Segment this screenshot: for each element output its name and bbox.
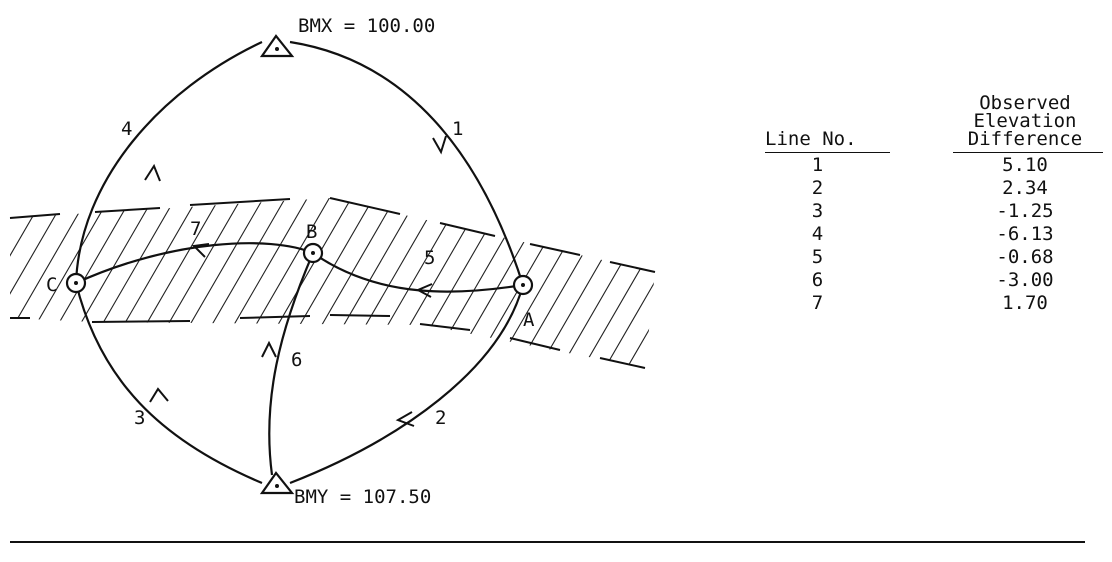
table-cell-elevation-difference: 5.10 [1002,154,1048,176]
hatch-stroke [399,198,511,368]
line-6-path [268,252,315,476]
header-elevation: Elevation [973,110,1077,132]
table-cell-elevation-difference: -1.25 [996,200,1054,222]
hatch-stroke [69,198,181,368]
hatch-stroke [377,198,489,368]
table-cell-line-no: 5 [811,246,824,268]
hatch-stroke [597,198,655,368]
arrow-line-5 [415,283,433,298]
hatch-stroke [487,198,599,368]
hatch-stroke [553,198,655,368]
line-7-path [75,242,314,285]
hatch-stroke [443,198,555,368]
bmx-benchmark [259,34,295,58]
arrow-line-4 [144,163,161,182]
hatch-stroke [157,198,269,368]
station-c-label: C [46,274,57,296]
hatch-stroke [267,198,379,368]
hatch-stroke [355,198,467,368]
table-cell-elevation-difference: 2.34 [1002,177,1048,199]
line-6-label: 6 [291,349,302,371]
station-c [65,272,87,294]
line-3-path [74,282,263,485]
line-2-path [289,284,525,485]
header-line-no: Line No. [765,128,857,150]
hatch-stroke [91,198,203,368]
line-7-label: 7 [190,218,201,240]
bmx-label: BMX = 100.00 [298,15,435,37]
arrow-line-2 [395,411,415,427]
arrow-line-1 [432,135,447,155]
line-4-path [74,41,263,284]
hatch-stroke [641,198,655,368]
arrow-line-7 [191,243,210,258]
hatch-stroke [575,198,655,368]
arrow-line-3 [149,387,169,403]
hatch-stroke [10,198,115,368]
station-b-label: B [306,221,317,243]
table-cell-elevation-difference: -0.68 [996,246,1054,268]
line-4-label: 4 [121,118,132,140]
station-b [302,242,324,264]
hatch-stroke [619,198,655,368]
table-cell-elevation-difference: -6.13 [996,223,1054,245]
direction-arrows [144,135,447,427]
survey-lines [74,40,525,485]
table-cell-line-no: 2 [811,177,824,199]
station-a-label: A [523,309,535,331]
table-cell-line-no: 3 [811,200,824,222]
line-1-path [289,40,525,286]
bmy-label: BMY = 107.50 [294,486,431,508]
hatch-stroke [0,190,4,380]
table-cell-elevation-difference: 1.70 [1002,292,1048,314]
hatch-stroke [10,198,71,368]
header-rule-difference [953,152,1103,153]
hatch-stroke [531,198,643,368]
station-a [512,274,534,296]
bmy-benchmark [259,471,295,495]
bottom-rule [10,541,1085,543]
table-cell-line-no: 7 [811,292,824,314]
table-cell-line-no: 6 [811,269,824,291]
line-1-label: 1 [452,118,463,140]
hatch-stroke [113,198,225,368]
hatch-stroke [10,198,93,368]
table-cell-line-no: 1 [811,154,824,176]
table-cell-line-no: 4 [811,223,824,245]
header-rule-line-no [765,152,890,153]
hatch-stroke [311,198,423,368]
table-cell-elevation-difference: -3.00 [996,269,1054,291]
line-2-label: 2 [435,407,446,429]
hatch-stroke [10,198,49,368]
header-observed: Observed [979,92,1071,114]
arrow-line-6 [261,340,277,358]
line-3-label: 3 [134,407,145,429]
line-5-label: 5 [424,247,435,269]
header-difference: Difference [967,128,1083,150]
